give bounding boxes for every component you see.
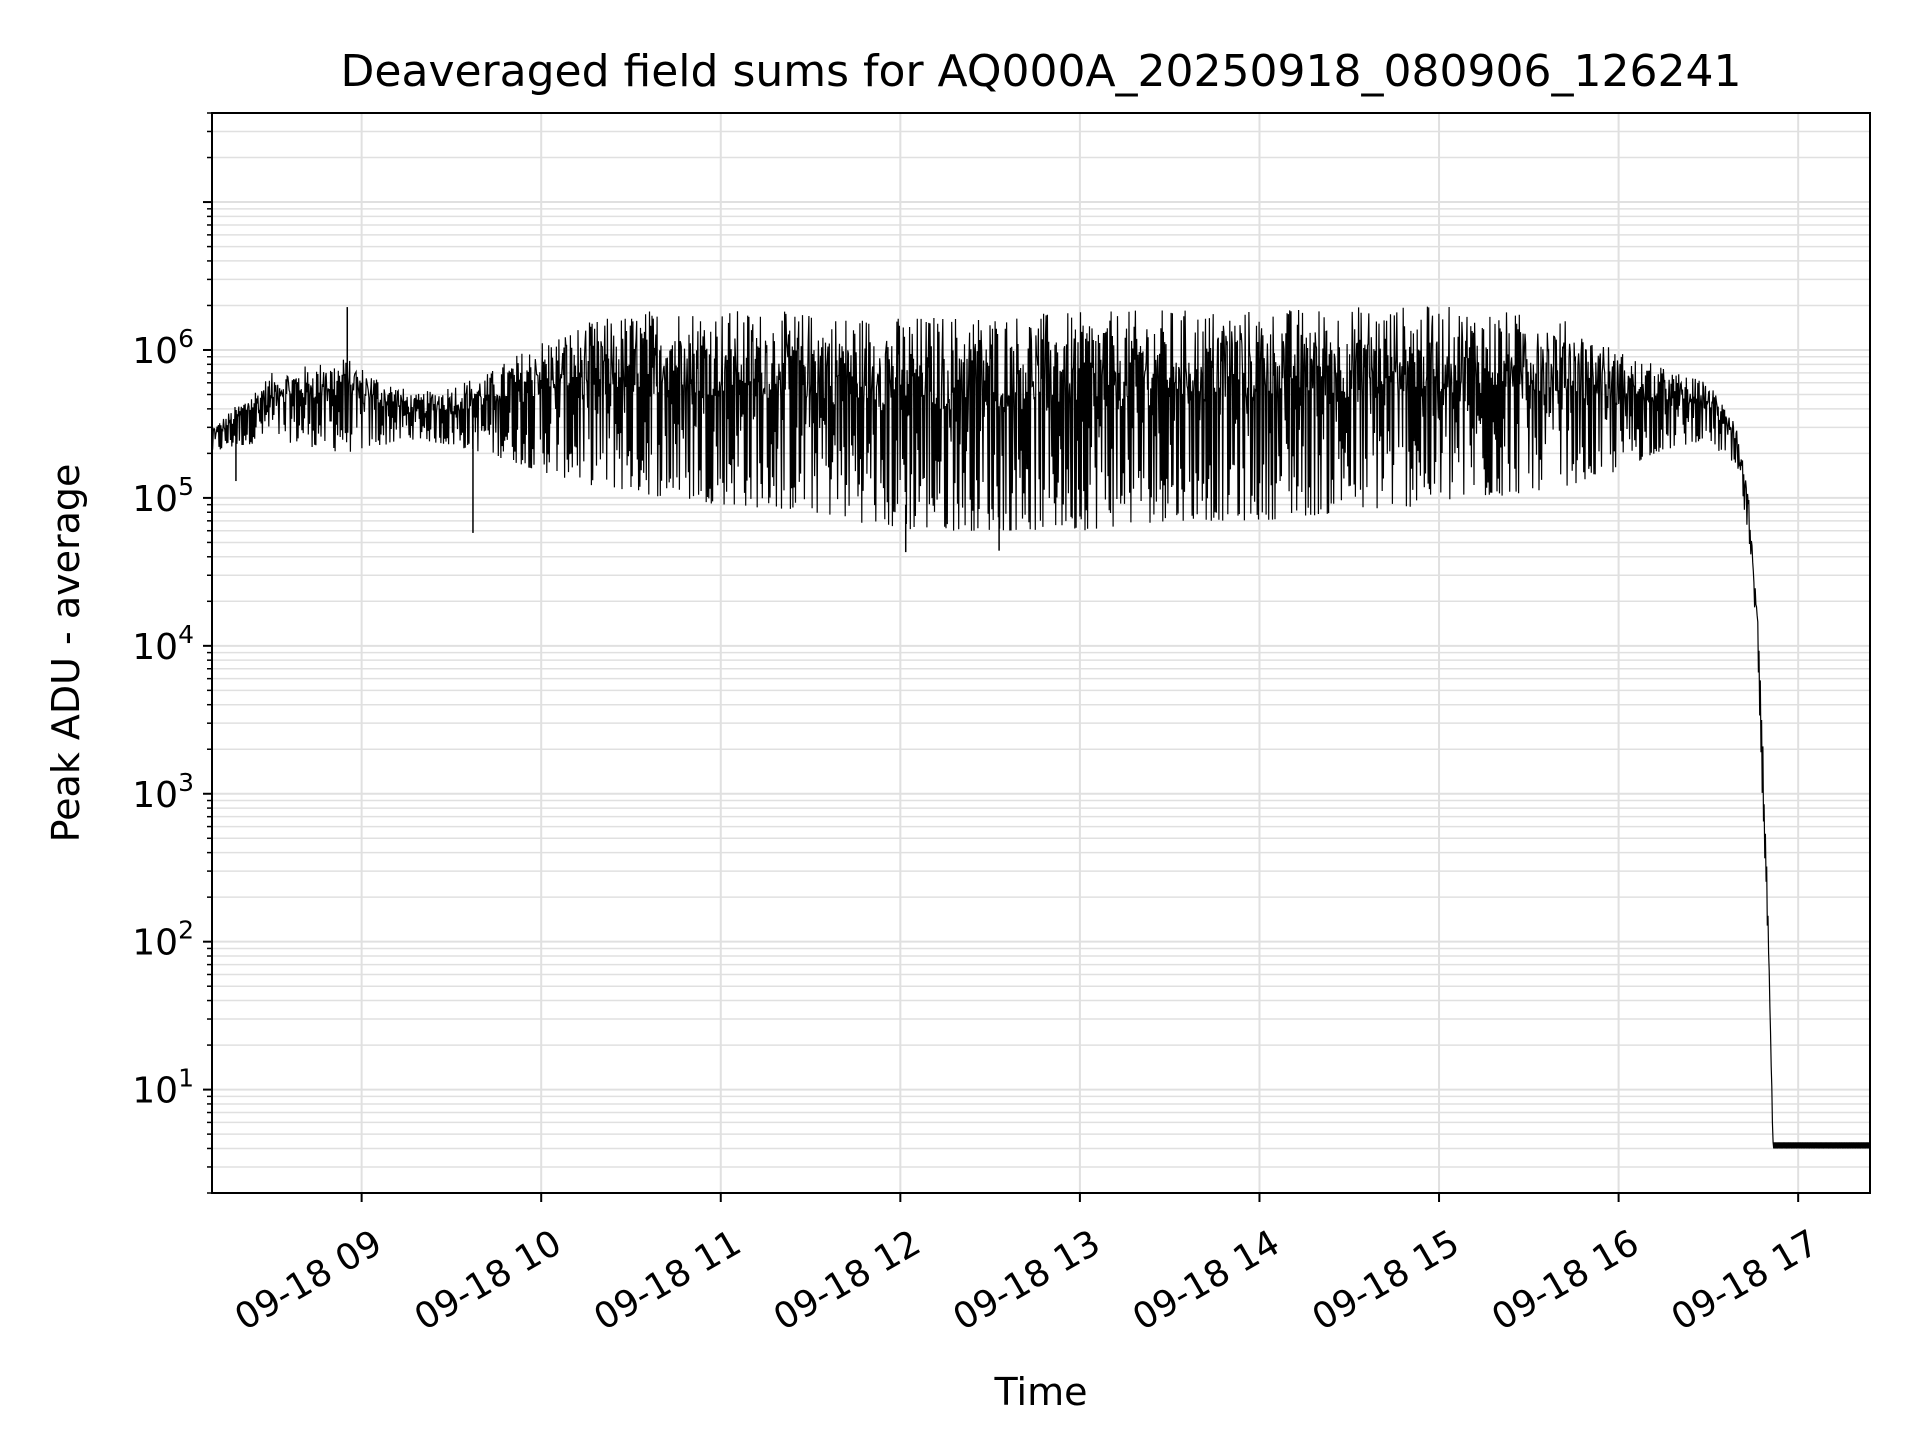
y-tick-label: 102 — [132, 916, 194, 964]
x-tick-label: 09-18 12 — [767, 1222, 928, 1338]
x-axis-label: Time — [994, 1370, 1088, 1414]
chart-title: Deaveraged field sums for AQ000A_2025091… — [341, 46, 1742, 97]
x-tick-label: 09-18 15 — [1306, 1222, 1467, 1338]
x-tick-label: 09-18 09 — [228, 1222, 389, 1338]
x-tick-label: 09-18 13 — [947, 1222, 1108, 1338]
y-axis-label: Peak ADU - average — [44, 464, 88, 843]
y-tick-label: 104 — [132, 620, 194, 668]
x-tick-label: 09-18 14 — [1126, 1222, 1287, 1338]
series-line — [211, 306, 1871, 1149]
x-tick-label: 09-18 11 — [587, 1222, 748, 1338]
x-tick-label: 09-18 17 — [1665, 1222, 1826, 1338]
grid-layer — [212, 112, 1870, 1194]
x-tick-label: 09-18 10 — [408, 1222, 569, 1338]
y-tick-label: 101 — [132, 1064, 194, 1112]
y-tick-label: 103 — [132, 768, 194, 816]
x-tick-label: 09-18 16 — [1485, 1222, 1646, 1338]
tick-layer: 09-18 09 09-18 10 09-18 11 09-18 12 09-18 13… — [132, 112, 1826, 1339]
series-layer — [211, 306, 1871, 1149]
y-tick-label: 105 — [132, 472, 194, 520]
y-tick-label: 106 — [132, 324, 194, 372]
